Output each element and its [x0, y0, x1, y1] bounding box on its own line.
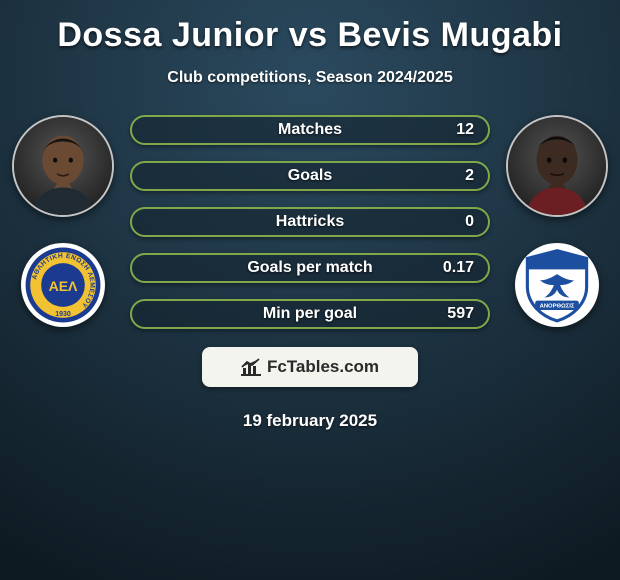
right-player-column: ΑΝΟΡΘΩΣΙΣ — [502, 115, 612, 327]
brand-chart-icon — [241, 358, 261, 376]
stat-label: Goals per match — [247, 259, 372, 277]
stats-bars: Matches 12 Goals 2 Hattricks 0 Goals per match… — [118, 115, 502, 329]
svg-text:ΑΝΟΡΘΩΣΙΣ: ΑΝΟΡΘΩΣΙΣ — [540, 304, 575, 310]
stat-value: 597 — [447, 305, 474, 323]
stat-bar: Hattricks 0 — [130, 207, 490, 237]
stat-label: Goals — [288, 167, 332, 185]
left-player-avatar — [12, 115, 114, 217]
right-player-avatar — [506, 115, 608, 217]
left-player-column: ΑΘΛΗΤΙKH ΕΝΩΣΗ ΛΕΜΕΣΟΥ 1930 AEΛ — [8, 115, 118, 327]
stat-bar: Matches 12 — [130, 115, 490, 145]
stat-bar: Goals 2 — [130, 161, 490, 191]
stat-label: Min per goal — [263, 305, 357, 323]
stat-label: Hattricks — [276, 213, 344, 231]
svg-text:AEΛ: AEΛ — [49, 278, 78, 294]
subtitle: Club competitions, Season 2024/2025 — [0, 69, 620, 87]
stat-bar: Min per goal 597 — [130, 299, 490, 329]
stat-value: 12 — [456, 121, 474, 139]
main-row: ΑΘΛΗΤΙKH ΕΝΩΣΗ ΛΕΜΕΣΟΥ 1930 AEΛ Matches 1… — [0, 115, 620, 329]
date-line: 19 february 2025 — [0, 411, 620, 431]
brand-box: FcTables.com — [202, 347, 418, 387]
svg-text:1930: 1930 — [55, 311, 71, 318]
stat-label: Matches — [278, 121, 342, 139]
stat-bar: Goals per match 0.17 — [130, 253, 490, 283]
comparison-card: Dossa Junior vs Bevis Mugabi Club compet… — [0, 0, 620, 580]
stat-value: 0 — [465, 213, 474, 231]
right-club-badge: ΑΝΟΡΘΩΣΙΣ — [515, 243, 599, 327]
stat-value: 0.17 — [443, 259, 474, 277]
stat-value: 2 — [465, 167, 474, 185]
page-title: Dossa Junior vs Bevis Mugabi — [0, 16, 620, 55]
left-club-badge: ΑΘΛΗΤΙKH ΕΝΩΣΗ ΛΕΜΕΣΟΥ 1930 AEΛ — [21, 243, 105, 327]
brand-text: FcTables.com — [267, 357, 379, 377]
